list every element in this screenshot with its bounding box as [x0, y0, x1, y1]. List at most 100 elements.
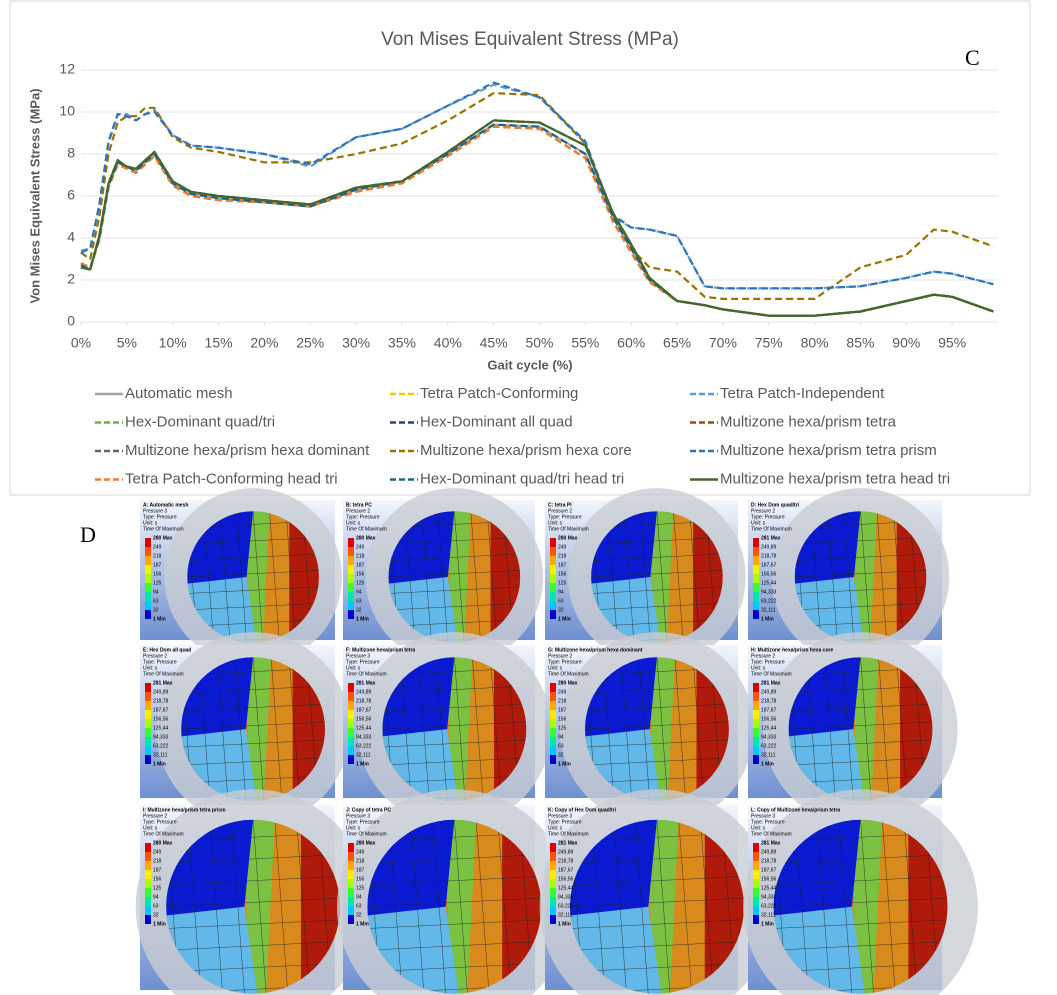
- scale-label: 94,333: [761, 894, 777, 900]
- scale-swatch: [145, 915, 151, 924]
- mesh: [220, 511, 231, 643]
- scale-swatch: [348, 906, 354, 915]
- mesh: [216, 657, 229, 802]
- scale-label: 280 Max: [558, 680, 578, 686]
- scale-swatch: [550, 755, 556, 764]
- scale-label: 94: [558, 589, 564, 595]
- scale-label: 249: [356, 849, 365, 855]
- scale-swatch: [550, 719, 556, 728]
- scale-label: 156: [558, 571, 567, 577]
- panel-info: Type: Pressure: [751, 659, 785, 665]
- mesh: [472, 657, 484, 802]
- mesh: [187, 570, 319, 578]
- scale-label: 156,56: [153, 716, 169, 722]
- scale-swatch: [550, 888, 556, 897]
- scale-label: 187: [558, 707, 567, 713]
- scale-label: 280 Max: [356, 535, 376, 541]
- scale-label: 187: [153, 867, 162, 873]
- scale-label: 187: [356, 867, 365, 873]
- mesh: [788, 775, 933, 784]
- mesh: [166, 897, 341, 907]
- mesh: [773, 963, 948, 973]
- panel-info: Pressure 3: [346, 653, 370, 659]
- mesh: [674, 657, 686, 802]
- scale-label: 281 Max: [356, 680, 376, 686]
- series-line: [80, 83, 994, 290]
- scale-swatch: [753, 565, 759, 574]
- mesh: [181, 703, 326, 712]
- scale-swatch: [145, 692, 151, 701]
- scale-label: 156: [558, 716, 567, 722]
- scale-swatch: [348, 692, 354, 701]
- mesh: [613, 819, 627, 994]
- scale-label: 63: [356, 598, 362, 604]
- scale-swatch: [550, 583, 556, 592]
- scale-swatch: [348, 852, 354, 861]
- scale-swatch: [753, 861, 759, 870]
- scale-label: 218: [153, 858, 162, 864]
- scale-label: 187: [356, 562, 365, 568]
- mesh: [569, 963, 744, 973]
- mesh: [198, 657, 211, 802]
- mesh: [591, 619, 723, 627]
- mesh: [454, 657, 466, 802]
- legend-label: Multizone hexa/prism hexa core: [420, 442, 632, 459]
- y-tick-label: 2: [67, 271, 75, 287]
- scale-swatch: [145, 538, 151, 547]
- mesh: [367, 897, 542, 907]
- scale-label: 63: [558, 598, 564, 604]
- y-tick-label: 12: [59, 61, 75, 77]
- mesh: [773, 876, 948, 886]
- legend-label: Automatic mesh: [125, 385, 233, 402]
- scale-label: 156,56: [761, 571, 777, 577]
- x-tick-label: 5%: [117, 335, 137, 351]
- scale-swatch: [753, 879, 759, 888]
- scale-label: 125: [153, 580, 162, 586]
- mesh: [231, 819, 245, 994]
- legend-label: Multizone hexa/prism tetra: [720, 413, 897, 430]
- scale-label: 187: [153, 562, 162, 568]
- panel-info: Unit: s: [548, 520, 563, 526]
- mesh: [794, 586, 927, 594]
- scale-swatch: [145, 574, 151, 583]
- panel-info: Unit: s: [346, 825, 361, 831]
- mesh: [388, 570, 521, 578]
- mesh: [410, 819, 425, 994]
- scale-swatch: [145, 719, 151, 728]
- scale-label: 125: [356, 580, 365, 586]
- panel-title: E: Hex Dom all quad: [143, 647, 191, 653]
- scale-swatch: [753, 852, 759, 861]
- mesh: [827, 511, 838, 643]
- scale-label: 218: [356, 858, 365, 864]
- scale-swatch: [550, 556, 556, 565]
- legend-label: Hex-Dominant all quad: [420, 413, 573, 430]
- mesh: [656, 511, 668, 643]
- scale-swatch: [145, 737, 151, 746]
- panel-info: Time Of Maximum: [751, 526, 792, 532]
- sphere: [591, 511, 723, 643]
- mesh: [367, 854, 542, 864]
- scale-swatch: [145, 701, 151, 710]
- y-tick-label: 6: [67, 187, 75, 203]
- scale-label: 156: [153, 876, 162, 882]
- panel-title: I: Multizone hexa/prism tetra prism: [143, 807, 226, 813]
- scale-swatch: [348, 610, 354, 619]
- scale-label: 32,111: [153, 752, 168, 758]
- mesh: [673, 511, 684, 643]
- scale-label: 63: [153, 903, 159, 909]
- scale-swatch: [550, 692, 556, 701]
- scale-swatch: [753, 538, 759, 547]
- panel-info: Unit: s: [751, 665, 766, 671]
- scale-swatch: [145, 861, 151, 870]
- scale-swatch: [550, 879, 556, 888]
- scale-swatch: [550, 870, 556, 879]
- scale-swatch: [348, 538, 354, 547]
- scale-label: 125: [356, 885, 365, 891]
- scale-swatch: [145, 897, 151, 906]
- mesh: [203, 511, 214, 643]
- mesh: [585, 721, 729, 730]
- x-tick-label: 0%: [71, 335, 91, 351]
- mesh: [620, 657, 632, 802]
